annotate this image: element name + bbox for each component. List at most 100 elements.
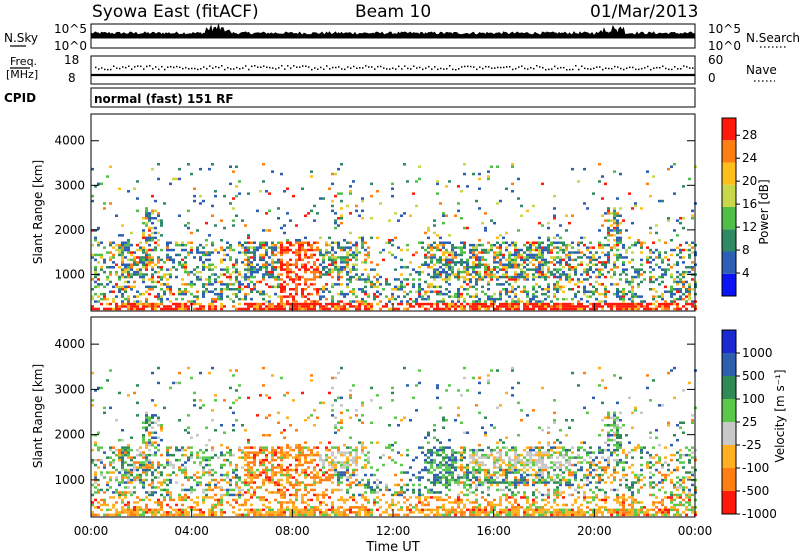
power-cell — [649, 248, 652, 252]
power-cell — [424, 280, 427, 284]
velocity-cell — [421, 503, 424, 507]
power-cell — [154, 246, 157, 249]
velocity-cell — [235, 369, 238, 372]
power-cell — [313, 261, 316, 264]
power-cell — [325, 251, 328, 254]
power-cell — [661, 297, 664, 301]
velocity-cell — [232, 498, 235, 502]
power-cell — [613, 226, 616, 230]
power-cell — [331, 199, 334, 203]
power-cell — [544, 305, 547, 308]
power-cell — [109, 251, 112, 254]
nave-point — [152, 68, 154, 70]
velocity-cell — [106, 513, 109, 517]
velocity-cell — [310, 476, 313, 479]
power-cell — [274, 268, 277, 271]
power-cell — [136, 256, 139, 259]
velocity-cell — [424, 466, 427, 469]
velocity-cell — [316, 481, 319, 484]
power-cell — [460, 248, 463, 252]
velocity-cell — [319, 478, 322, 482]
velocity-cell — [238, 491, 241, 494]
power-cell — [307, 297, 310, 301]
power-cell — [619, 305, 622, 308]
velocity-cell — [427, 448, 430, 452]
power-cell — [232, 207, 235, 210]
colorbar-frame — [721, 117, 737, 297]
power-cell — [607, 261, 610, 264]
power-cell — [208, 307, 211, 311]
power-cell — [436, 246, 439, 249]
power-cell — [283, 231, 286, 235]
nave-point — [467, 65, 469, 68]
power-cell — [481, 278, 484, 281]
nave-point — [383, 67, 385, 69]
velocity-cell — [418, 476, 421, 479]
velocity-cell — [301, 391, 304, 395]
power-cell — [625, 278, 628, 281]
power-cell — [130, 231, 133, 235]
nsearch-tick-top: 10^5 — [708, 22, 741, 36]
power-cell — [397, 295, 400, 298]
nave-point — [302, 65, 304, 67]
power-cell — [364, 292, 367, 296]
power-cell — [451, 273, 454, 276]
power-cell — [214, 194, 217, 198]
velocity-cell — [337, 508, 340, 512]
velocity-cell — [136, 453, 139, 457]
power-cell — [490, 268, 493, 271]
velocity-cell — [250, 508, 253, 512]
power-cell — [547, 239, 550, 242]
velocity-cell — [205, 463, 208, 467]
velocity-cell — [265, 478, 268, 482]
nave-point — [212, 67, 214, 69]
power-cell — [337, 246, 340, 249]
velocity-cell — [430, 481, 433, 484]
power-cell — [223, 273, 226, 276]
power-cell — [115, 270, 118, 274]
velocity-cell — [424, 486, 427, 489]
nave-point — [689, 67, 691, 69]
power-cell — [565, 243, 568, 247]
power-cell — [499, 253, 502, 257]
velocity-cell — [193, 404, 196, 407]
velocity-cell — [427, 503, 430, 507]
power-cell — [514, 300, 517, 303]
power-cell — [238, 270, 241, 274]
velocity-cell — [148, 511, 151, 514]
power-cell — [616, 307, 619, 311]
power-cell — [526, 302, 529, 306]
velocity-cell — [406, 513, 409, 517]
power-cell — [436, 305, 439, 308]
power-cell — [589, 266, 592, 269]
power-cell — [313, 248, 316, 252]
power-cell — [406, 302, 409, 306]
power-cell — [673, 307, 676, 311]
power-cell — [238, 251, 241, 254]
power-cell — [253, 283, 256, 286]
nsky-tick-top: 10^5 — [54, 22, 87, 36]
velocity-cell — [403, 496, 406, 499]
velocity-cell — [157, 508, 160, 512]
velocity-cell — [127, 394, 130, 397]
velocity-cell — [352, 456, 355, 459]
velocity-cell — [157, 424, 160, 427]
power-cell — [340, 258, 343, 262]
power-cell — [133, 273, 136, 276]
velocity-cell — [100, 386, 103, 390]
velocity-cell — [268, 396, 271, 400]
power-cell — [442, 212, 445, 215]
power-cell — [574, 251, 577, 254]
power-cell — [481, 263, 484, 266]
power-cell — [145, 266, 148, 269]
velocity-cell — [136, 401, 139, 405]
velocity-cell — [202, 468, 205, 472]
power-cell — [532, 288, 535, 291]
velocity-cell — [277, 501, 280, 504]
velocity-cell — [367, 511, 370, 514]
power-cell — [448, 266, 451, 269]
power-cell — [361, 288, 364, 291]
power-cell — [523, 278, 526, 281]
velocity-cell — [331, 409, 334, 412]
power-cell — [511, 278, 514, 281]
